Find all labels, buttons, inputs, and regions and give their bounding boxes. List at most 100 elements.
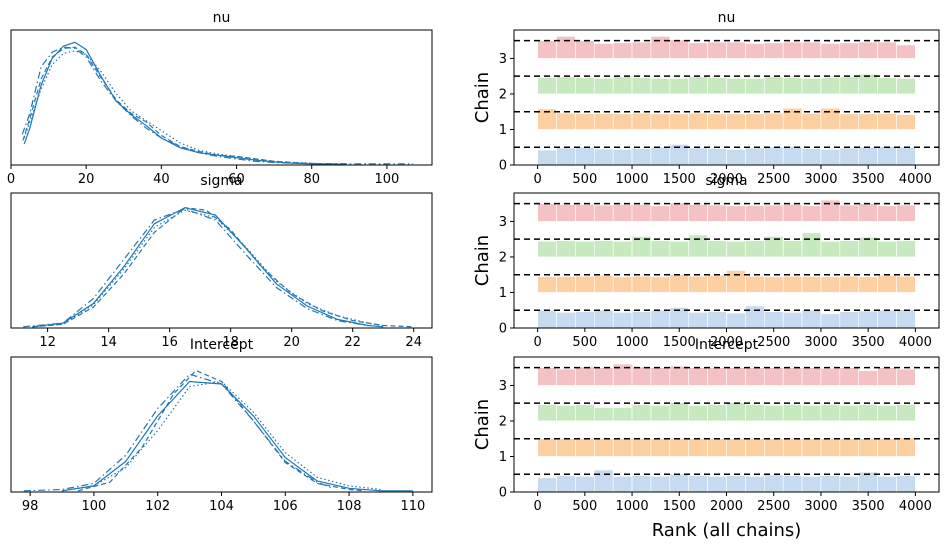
axes-frame xyxy=(10,192,433,329)
x-tick-label: 20 xyxy=(78,172,95,187)
rank-bar xyxy=(707,113,727,130)
x-tick-label: 20 xyxy=(283,335,300,350)
rank-bar xyxy=(688,312,708,329)
rank-bar xyxy=(669,39,690,59)
rank-bar xyxy=(556,36,576,59)
kde-line-dotted xyxy=(23,50,312,164)
rank-bar xyxy=(858,404,878,422)
x-tick-label: 40 xyxy=(153,172,170,187)
rank-bar xyxy=(858,113,878,130)
rank-bar xyxy=(537,276,557,293)
rank-bar xyxy=(763,42,784,59)
rank-bar xyxy=(877,405,897,422)
rank-bar xyxy=(801,405,822,422)
x-tick-label: 500 xyxy=(572,335,597,350)
rank-bar xyxy=(612,476,633,493)
rank-bar xyxy=(801,41,822,59)
rank-bar xyxy=(650,146,671,166)
rank-bar xyxy=(575,241,595,258)
rank-bar xyxy=(745,78,765,95)
rank-bar xyxy=(763,474,784,493)
rank-bar xyxy=(858,438,878,457)
rank-bar xyxy=(726,205,746,222)
rank-bar xyxy=(669,402,690,422)
rank-bar xyxy=(839,405,860,422)
rank-bar xyxy=(877,309,897,329)
rank-bar xyxy=(896,78,916,95)
rank-bar xyxy=(763,112,784,130)
rank-bar xyxy=(782,275,803,293)
rank-bar xyxy=(537,77,557,95)
rank-bar xyxy=(688,438,708,457)
kde-line-solid xyxy=(23,41,342,165)
rank-bar xyxy=(877,241,897,258)
rank-bar xyxy=(763,204,784,222)
rank-bar xyxy=(877,367,897,386)
x-tick-label: 110 xyxy=(400,499,425,514)
rank-bar xyxy=(688,234,708,258)
rank-bar xyxy=(820,475,841,493)
rank-bar xyxy=(575,40,595,59)
rank-bar xyxy=(575,113,595,130)
rank-bar xyxy=(745,367,765,386)
y-tick-label: 2 xyxy=(499,414,507,429)
rank-bar xyxy=(575,404,595,422)
rank-bar xyxy=(707,275,727,293)
rank-bar xyxy=(650,276,671,293)
rank-bar xyxy=(858,146,878,166)
rank-bar xyxy=(877,438,897,457)
rank-bar xyxy=(726,270,746,293)
rank-bar xyxy=(537,477,557,493)
rank-bar xyxy=(726,149,746,166)
x-tick-label: 4000 xyxy=(899,335,932,350)
rank-bar xyxy=(575,275,595,293)
rank-bar xyxy=(839,240,860,258)
x-tick-label: 108 xyxy=(337,499,362,514)
rank-bar xyxy=(537,404,557,422)
rank-bar xyxy=(839,367,860,386)
rank-bar xyxy=(707,148,727,166)
rank-bar xyxy=(896,437,916,457)
rank-bar xyxy=(556,76,576,95)
kde-panel: 98 100 102 104 106 108 110 Intercept xyxy=(10,337,433,514)
axes-frame xyxy=(10,356,433,493)
rank-bar xyxy=(858,203,878,222)
rank-bar xyxy=(556,405,576,422)
rank-bar xyxy=(593,469,614,493)
rank-bar xyxy=(820,404,841,422)
kde-line-solid xyxy=(32,207,384,328)
rank-bar xyxy=(688,367,708,386)
rank-bar xyxy=(631,438,652,457)
rank-bar xyxy=(669,438,690,457)
rank-panel: 0 1 2 3 Chain 0 500 1000 1500 2000 2500 3000 3500 400… xyxy=(472,337,940,541)
rank-bar xyxy=(556,276,576,293)
x-tick-label: 18 xyxy=(222,335,239,350)
rank-bar xyxy=(782,312,803,329)
panel-title: sigma xyxy=(200,173,242,189)
rank-bar xyxy=(896,275,916,293)
rank-bar xyxy=(839,113,860,130)
rank-bar xyxy=(782,146,803,166)
rank-bar xyxy=(556,475,576,493)
rank-bar xyxy=(896,240,916,258)
kde-line-dotted xyxy=(61,380,382,492)
rank-bar xyxy=(726,241,746,258)
y-tick-label: 3 xyxy=(499,52,507,67)
rank-bar xyxy=(593,407,614,422)
rank-bar xyxy=(593,367,614,386)
y-tick-label: 3 xyxy=(499,215,507,230)
rank-bar xyxy=(801,205,822,222)
x-tick-label: 500 xyxy=(572,499,597,514)
rank-bar xyxy=(575,366,595,386)
x-tick-label: 4000 xyxy=(899,172,932,187)
rank-bar xyxy=(801,309,822,329)
kde-line-dashdot xyxy=(23,373,334,492)
x-tick-label: 3000 xyxy=(804,172,837,187)
x-tick-label: 100 xyxy=(82,499,107,514)
rank-bar xyxy=(631,311,652,329)
rank-bar xyxy=(820,149,841,166)
rank-bar xyxy=(745,476,765,493)
rank-bar xyxy=(839,476,860,493)
rank-bar xyxy=(726,367,746,386)
rank-bar xyxy=(575,438,595,457)
